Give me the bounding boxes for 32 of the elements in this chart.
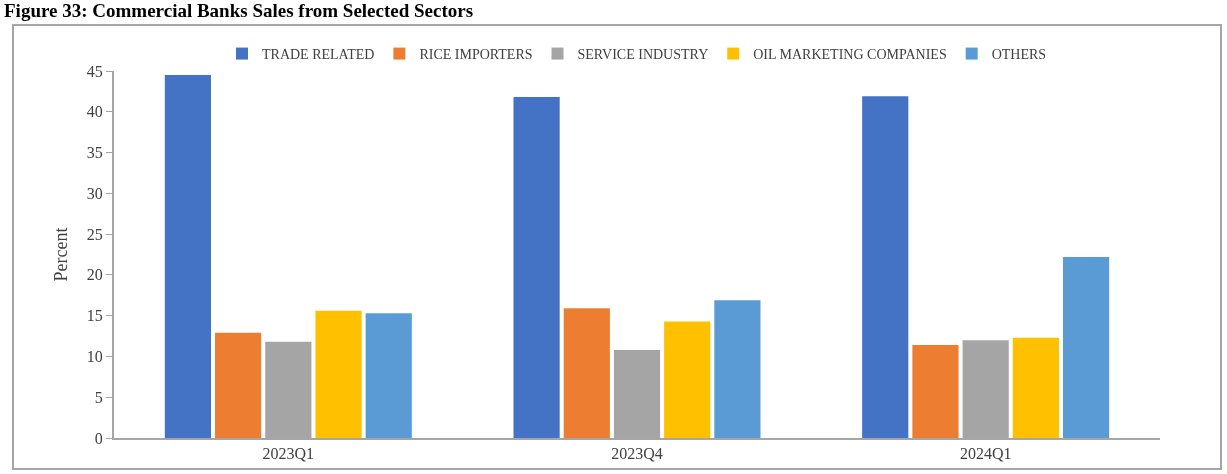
bar bbox=[513, 97, 560, 438]
legend-label: OTHERS bbox=[991, 47, 1047, 63]
bar bbox=[912, 345, 959, 438]
legend-label: SERVICE INDUSTRY bbox=[577, 47, 709, 63]
chart-title: Figure 33: Commercial Banks Sales from Selected Sectors bbox=[3, 0, 475, 22]
y-tick-label: 0 bbox=[94, 429, 103, 447]
bar bbox=[563, 308, 610, 438]
bar bbox=[862, 96, 909, 438]
bar bbox=[365, 313, 412, 438]
y-tick-label: 20 bbox=[86, 266, 103, 284]
bar bbox=[315, 310, 362, 438]
y-tick-label: 10 bbox=[86, 348, 103, 366]
y-tick-label: 35 bbox=[86, 144, 103, 162]
bar bbox=[1012, 337, 1059, 438]
x-tick-label: 2024Q1 bbox=[959, 445, 1012, 463]
bar bbox=[1062, 256, 1110, 438]
y-tick-label: 5 bbox=[94, 388, 103, 406]
y-tick-label: 45 bbox=[86, 62, 103, 80]
y-tick-label: 25 bbox=[86, 225, 103, 243]
y-axis-title: Percent bbox=[51, 227, 71, 282]
bar bbox=[664, 321, 711, 438]
y-tick-label: 30 bbox=[86, 184, 103, 202]
legend-label: TRADE RELATED bbox=[262, 47, 375, 63]
legend-label: OIL MARKETING COMPANIES bbox=[753, 47, 947, 63]
bar bbox=[215, 332, 262, 438]
x-tick-label: 2023Q4 bbox=[611, 445, 663, 463]
legend-label: RICE IMPORTERS bbox=[419, 47, 533, 63]
y-tick-label: 15 bbox=[86, 307, 103, 325]
x-tick-label: 2023Q1 bbox=[262, 445, 315, 463]
y-tick-label: 40 bbox=[86, 103, 103, 121]
bar bbox=[714, 300, 761, 438]
bar bbox=[164, 75, 212, 438]
